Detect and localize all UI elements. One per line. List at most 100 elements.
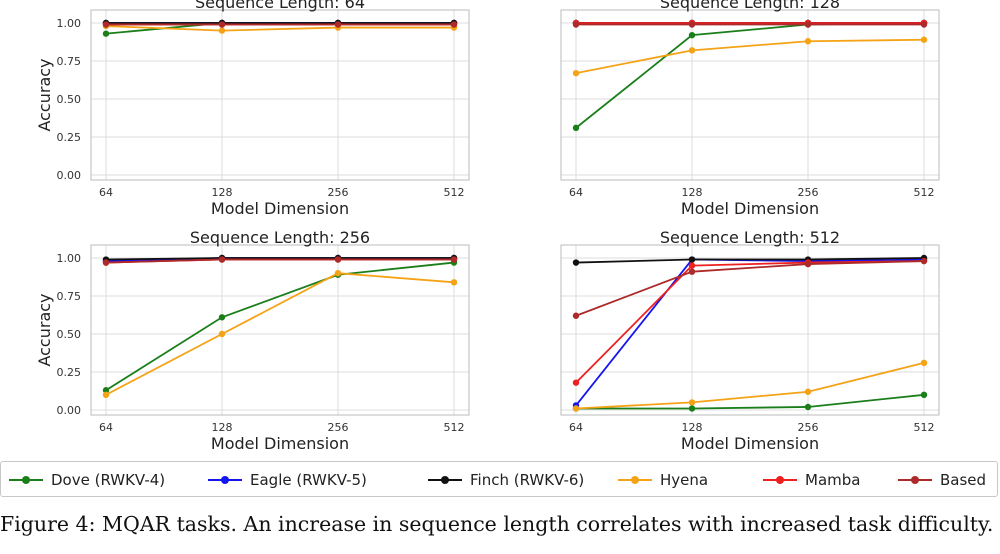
legend-marker-hyena	[618, 475, 652, 485]
series-line-hyena	[575, 38, 925, 75]
x-tick-label: 128	[682, 186, 703, 199]
legend-marker-dove	[9, 475, 43, 485]
legend-marker-based	[898, 475, 932, 485]
chart-legend: Dove (RWKV-4) Eagle (RWKV-5) Finch (RWKV…	[0, 461, 998, 497]
series-line-hyena	[105, 25, 454, 32]
y-axis-label: Accuracy	[35, 293, 54, 366]
chart-panel-2: 64 128 256 512 Sequence Length: 128 Model Dim…	[560, 0, 940, 218]
chart-panel-1: 64 128 256 512 0.00 0.25 0.50 0.75 1.00 Sequence …	[35, 0, 470, 218]
data-point-hyena	[572, 405, 580, 412]
data-point-mamba	[688, 262, 696, 269]
chart-panel-4: 64 128 256 512 Sequence Length: 512 Model Dim…	[560, 228, 940, 453]
x-tick-label: 256	[328, 421, 349, 434]
data-point-hyena	[804, 38, 812, 45]
x-tick-label: 512	[444, 421, 465, 434]
data-point-based	[450, 256, 458, 263]
data-point-hyena	[218, 27, 226, 34]
legend-item-eagle: Eagle (RWKV-5)	[208, 462, 367, 498]
y-tick-label: 0.00	[57, 169, 82, 182]
x-tick-label: 256	[328, 186, 349, 199]
series-line-dove-rwkv-4	[575, 22, 925, 129]
series-line-based	[575, 260, 925, 317]
data-point-based	[688, 268, 696, 275]
x-tick-label: 512	[444, 186, 465, 199]
data-point-hyena	[334, 270, 342, 277]
series-line-hyena	[105, 272, 455, 396]
data-point-hyena	[804, 388, 812, 395]
plot-frame	[560, 9, 940, 181]
legend-item-finch: Finch (RWKV-6)	[428, 462, 584, 498]
chart-panel-3: 64 128 256 512 0.00 0.25 0.50 0.75 1.00 Sequence …	[35, 228, 470, 453]
y-tick-label: 0.75	[57, 290, 82, 303]
series-line-dove-rwkv-4	[576, 393, 925, 410]
x-axis-label: Model Dimension	[681, 199, 819, 218]
legend-item-based: Based	[898, 462, 986, 498]
legend-item-dove: Dove (RWKV-4)	[9, 462, 165, 498]
data-point-based	[334, 21, 342, 28]
data-point-dove-rwkv-4	[218, 314, 226, 321]
y-tick-label: 1.00	[57, 252, 82, 265]
data-point-hyena	[102, 391, 110, 398]
data-point-based	[572, 312, 580, 319]
legend-marker-mamba	[763, 475, 797, 485]
chart-title: Sequence Length: 64	[195, 0, 365, 12]
data-point-based	[450, 21, 458, 28]
x-tick-label: 128	[212, 186, 233, 199]
y-tick-label: 0.50	[57, 328, 82, 341]
legend-item-mamba: Mamba	[763, 462, 860, 498]
legend-label-dove: Dove (RWKV-4)	[51, 471, 166, 489]
legend-label-eagle: Eagle (RWKV-5)	[250, 471, 367, 489]
x-tick-label: 64	[569, 186, 583, 199]
data-point-based	[218, 21, 226, 28]
legend-marker-eagle	[208, 475, 242, 485]
y-tick-label: 0.25	[57, 366, 82, 379]
series-line-eagle-rwkv-5	[575, 258, 925, 407]
series-line-finch-rwkv-6	[575, 257, 925, 264]
data-point-dove-rwkv-4	[572, 124, 580, 132]
series-line-mamba	[575, 260, 925, 384]
chart-title: Sequence Length: 256	[190, 228, 370, 247]
x-tick-label: 512	[914, 421, 935, 434]
plot-frame	[90, 244, 470, 416]
x-tick-label: 512	[914, 186, 935, 199]
x-tick-label: 128	[682, 421, 703, 434]
data-point-dove-rwkv-4	[102, 387, 110, 394]
chart-title: Sequence Length: 128	[660, 0, 840, 12]
x-axis-label: Model Dimension	[211, 199, 349, 218]
data-point-hyena	[688, 47, 696, 54]
figure-caption: Figure 4: MQAR tasks. An increase in seq…	[0, 512, 994, 536]
x-axis-label: Model Dimension	[681, 434, 819, 453]
y-tick-label: 0.50	[57, 93, 82, 106]
series-line-dove-rwkv-4	[105, 261, 455, 392]
data-point-hyena	[218, 330, 226, 338]
x-tick-label: 256	[798, 186, 819, 199]
data-point-hyena	[920, 359, 928, 367]
data-point-dove-rwkv-4	[688, 405, 696, 412]
data-point-based	[572, 21, 580, 28]
data-point-dove-rwkv-4	[688, 31, 696, 39]
data-point-mamba	[572, 379, 580, 386]
data-point-dove-rwkv-4	[102, 30, 110, 37]
legend-marker-finch	[428, 475, 462, 485]
data-point-hyena	[688, 399, 696, 406]
series-line-based	[105, 258, 454, 264]
data-point-finch-rwkv-6	[572, 259, 580, 266]
mqar-figure: 64 128 256 512 0.00 0.25 0.50 0.75 1.00 Sequence …	[35, 0, 940, 453]
data-point-based	[102, 259, 110, 266]
data-point-hyena	[450, 279, 458, 286]
legend-label-based: Based	[940, 471, 987, 489]
x-tick-label: 128	[212, 421, 233, 434]
x-tick-label: 256	[798, 421, 819, 434]
y-tick-label: 0.75	[57, 55, 82, 68]
data-point-based	[218, 256, 226, 263]
data-point-based	[804, 260, 812, 268]
data-point-hyena	[920, 36, 928, 43]
data-point-based	[334, 256, 342, 263]
data-point-based	[688, 21, 696, 28]
chart-title: Sequence Length: 512	[660, 228, 840, 247]
x-tick-label: 64	[99, 186, 113, 199]
x-axis-label: Model Dimension	[211, 434, 349, 453]
data-point-finch-rwkv-6	[688, 256, 696, 263]
legend-label-finch: Finch (RWKV-6)	[470, 471, 585, 489]
legend-item-hyena: Hyena	[618, 462, 708, 498]
